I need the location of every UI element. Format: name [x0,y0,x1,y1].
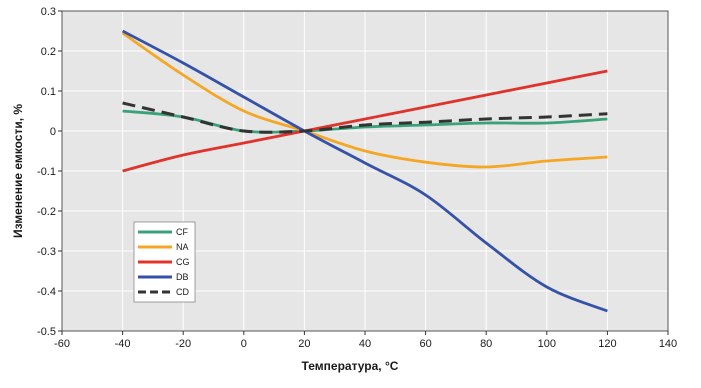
legend-label-cf: CF [176,227,188,237]
y-tick-label: -0.2 [37,206,56,218]
y-axis-title: Изменение емкости, % [11,104,25,238]
x-tick-label: -40 [115,338,131,350]
y-tick-label: 0.1 [41,86,56,98]
y-tick-label: -0.4 [37,286,56,298]
x-tick-label: 120 [598,338,616,350]
x-tick-label: 80 [480,338,492,350]
x-tick-label: 60 [419,338,431,350]
x-tick-label: -60 [54,338,70,350]
legend-label-na: NA [176,242,189,252]
y-tick-label: 0.2 [41,46,56,58]
legend-label-cg: CG [176,257,190,267]
x-tick-label: 140 [659,338,677,350]
x-tick-label: 100 [538,338,556,350]
legend-label-db: DB [176,272,189,282]
x-tick-label: 20 [298,338,310,350]
x-tick-label: 0 [241,338,247,350]
x-axis-title: Температура, °C [302,359,399,373]
series-line-db [121,29,608,313]
series-line-cd [122,101,608,134]
x-tick-label: -20 [175,338,191,350]
legend-label-cd: CD [176,287,189,297]
y-tick-label: -0.1 [37,166,56,178]
y-tick-label: -0.5 [37,326,56,338]
x-tick-label: 40 [359,338,371,350]
y-tick-label: -0.3 [37,246,56,258]
series-line-na [121,31,608,169]
series-line-cg [122,69,608,173]
y-tick-label: 0.3 [41,6,56,18]
y-tick-label: 0 [50,126,56,138]
